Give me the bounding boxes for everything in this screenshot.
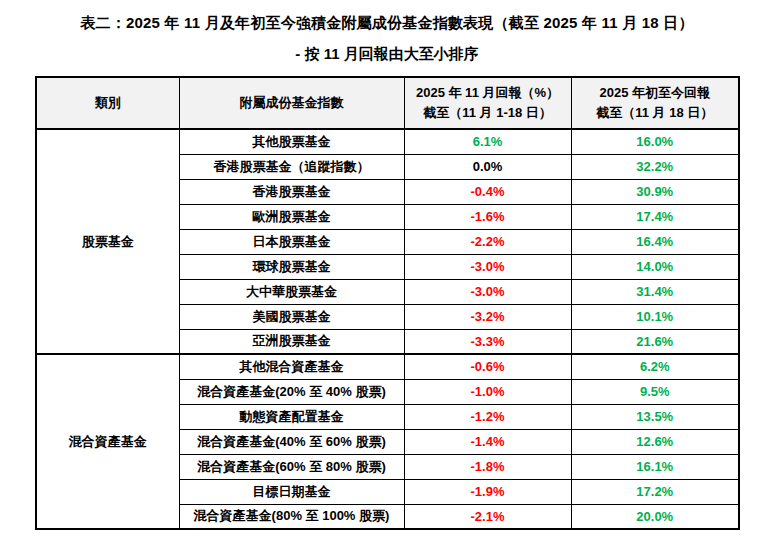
fund-name-cell: 歐洲股票基金 — [179, 204, 404, 229]
fund-name-cell: 目標日期基金 — [179, 479, 404, 504]
nov-return-cell: -1.9% — [404, 479, 571, 504]
ytd-return-cell: 12.6% — [571, 429, 739, 454]
fund-name-cell: 美國股票基金 — [179, 304, 404, 329]
fund-name-cell: 混合資產基金(60% 至 80% 股票) — [179, 454, 404, 479]
header-category: 類別 — [36, 77, 179, 129]
fund-performance-table: 類別 附屬成份基金指數 2025 年 11 月回報（%） 截至（11 月 1-1… — [35, 76, 740, 530]
nov-return-cell: 0.0% — [404, 154, 571, 179]
fund-name-cell: 混合資產基金(20% 至 40% 股票) — [179, 379, 404, 404]
ytd-return-cell: 16.0% — [571, 129, 739, 154]
ytd-return-cell: 30.9% — [571, 179, 739, 204]
nov-return-cell: -1.4% — [404, 429, 571, 454]
nov-return-cell: -1.8% — [404, 454, 571, 479]
fund-name-cell: 香港股票基金（追蹤指數） — [179, 154, 404, 179]
nov-return-cell: -3.0% — [404, 279, 571, 304]
ytd-return-cell: 21.6% — [571, 329, 739, 354]
header-fund-index: 附屬成份基金指數 — [179, 77, 404, 129]
fund-name-cell: 香港股票基金 — [179, 179, 404, 204]
nov-return-cell: -1.6% — [404, 204, 571, 229]
ytd-return-cell: 10.1% — [571, 304, 739, 329]
nov-return-cell: -2.1% — [404, 504, 571, 529]
table-title: 表二：2025 年 11 月及年初至今強積金附屬成份基金指數表現（截至 2025… — [0, 0, 774, 64]
fund-name-cell: 環球股票基金 — [179, 254, 404, 279]
table-title-line2: - 按 11 月回報由大至小排序 — [0, 45, 774, 64]
header-nov-return: 2025 年 11 月回報（%） 截至（11 月 1-18 日） — [404, 77, 571, 129]
ytd-return-cell: 16.4% — [571, 229, 739, 254]
ytd-return-cell: 31.4% — [571, 279, 739, 304]
category-cell: 股票基金 — [36, 129, 179, 354]
fund-name-cell: 其他股票基金 — [179, 129, 404, 154]
table-header: 類別 附屬成份基金指數 2025 年 11 月回報（%） 截至（11 月 1-1… — [36, 77, 739, 129]
ytd-return-cell: 13.5% — [571, 404, 739, 429]
fund-name-cell: 日本股票基金 — [179, 229, 404, 254]
table-row: 混合資產基金其他混合資產基金-0.6%6.2% — [36, 354, 739, 379]
nov-return-cell: -1.2% — [404, 404, 571, 429]
nov-return-cell: -2.2% — [404, 229, 571, 254]
header-ytd-return: 2025 年初至今回報 截至（11 月 18 日） — [571, 77, 739, 129]
ytd-return-cell: 17.4% — [571, 204, 739, 229]
header-nov-return-line2: 截至（11 月 1-18 日） — [405, 103, 571, 123]
ytd-return-cell: 16.1% — [571, 454, 739, 479]
nov-return-cell: -3.2% — [404, 304, 571, 329]
table-row: 股票基金其他股票基金6.1%16.0% — [36, 129, 739, 154]
ytd-return-cell: 6.2% — [571, 354, 739, 379]
nov-return-cell: -3.3% — [404, 329, 571, 354]
ytd-return-cell: 32.2% — [571, 154, 739, 179]
fund-name-cell: 其他混合資產基金 — [179, 354, 404, 379]
ytd-return-cell: 20.0% — [571, 504, 739, 529]
fund-name-cell: 動態資產配置基金 — [179, 404, 404, 429]
ytd-return-cell: 17.2% — [571, 479, 739, 504]
ytd-return-cell: 9.5% — [571, 379, 739, 404]
table-title-line1: 表二：2025 年 11 月及年初至今強積金附屬成份基金指數表現（截至 2025… — [0, 14, 774, 33]
header-nov-return-line1: 2025 年 11 月回報（%） — [405, 83, 571, 103]
nov-return-cell: 6.1% — [404, 129, 571, 154]
category-cell: 混合資產基金 — [36, 354, 179, 529]
fund-name-cell: 亞洲股票基金 — [179, 329, 404, 354]
header-ytd-return-line1: 2025 年初至今回報 — [572, 83, 739, 103]
fund-name-cell: 混合資產基金(40% 至 60% 股票) — [179, 429, 404, 454]
table-body: 股票基金其他股票基金6.1%16.0%香港股票基金（追蹤指數）0.0%32.2%… — [36, 129, 739, 529]
nov-return-cell: -0.6% — [404, 354, 571, 379]
nov-return-cell: -1.0% — [404, 379, 571, 404]
nov-return-cell: -0.4% — [404, 179, 571, 204]
fund-name-cell: 混合資產基金(80% 至 100% 股票) — [179, 504, 404, 529]
ytd-return-cell: 14.0% — [571, 254, 739, 279]
fund-name-cell: 大中華股票基金 — [179, 279, 404, 304]
header-ytd-return-line2: 截至（11 月 18 日） — [572, 103, 739, 123]
nov-return-cell: -3.0% — [404, 254, 571, 279]
